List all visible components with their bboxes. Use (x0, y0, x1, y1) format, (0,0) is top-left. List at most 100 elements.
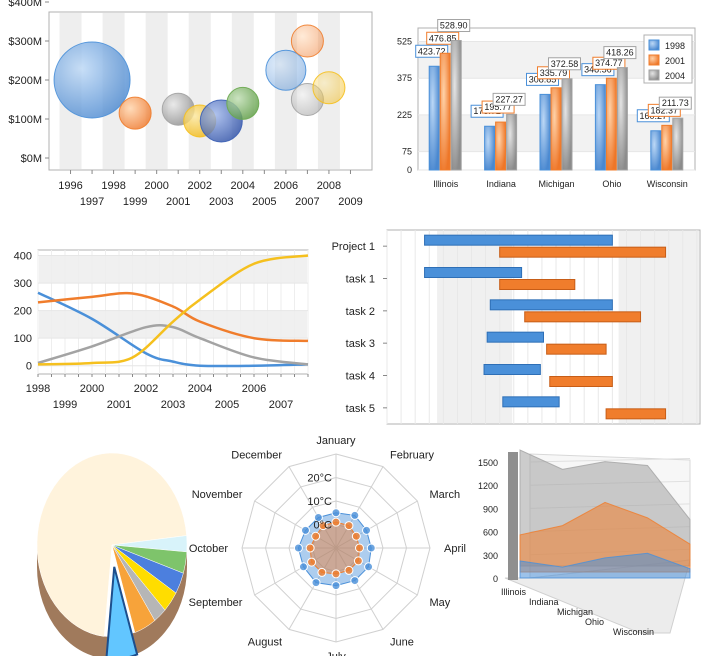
radar-axis-label: December (231, 449, 282, 461)
category-label: Michigan (538, 179, 574, 189)
radar-point (350, 576, 360, 586)
gantt-bar (486, 331, 545, 343)
x-tick-label: 2009 (338, 196, 362, 208)
bar (506, 113, 518, 171)
area-series (519, 552, 691, 579)
y-tick-label: 225 (397, 110, 412, 120)
y-tick-label: 1500 (478, 458, 498, 468)
y-tick-label: 100 (14, 333, 32, 345)
pie-side (37, 545, 187, 656)
x-tick-label: 2006 (242, 383, 266, 395)
bar (450, 40, 462, 171)
radar-axis-label: October (189, 543, 228, 555)
category-label: Indiana (486, 179, 516, 189)
data-label: 182.37 (651, 105, 679, 115)
data-label: 227.27 (495, 94, 523, 104)
data-label: 418.26 (606, 48, 634, 58)
bar (495, 121, 507, 171)
legend-label: 1998 (665, 41, 685, 51)
data-label-box (658, 96, 692, 110)
x-tick-label: 2001 (107, 399, 131, 411)
bar (672, 117, 684, 171)
radar-axis-label: July (326, 651, 346, 656)
data-label: 374.77 (595, 58, 623, 68)
y-tick-label: 75 (402, 147, 412, 157)
radar-point (355, 543, 364, 553)
radar-point (344, 521, 354, 531)
y-tick-label: 0 (493, 574, 498, 584)
category-label: Illinois (433, 179, 459, 189)
gantt-bar (489, 299, 613, 311)
gantt-bar (499, 246, 667, 258)
radar-point (331, 517, 341, 527)
y-tick-label: $400M (8, 0, 42, 9)
x-tick-label: 2002 (187, 180, 211, 192)
radar-point (331, 569, 341, 579)
radar-point (307, 557, 317, 567)
bubble (53, 41, 131, 119)
bar (439, 52, 451, 171)
radar-point (331, 581, 341, 591)
radar-axis-label: August (248, 637, 282, 649)
x-tick-label: 1998 (26, 383, 50, 395)
radar-axis-label: March (430, 489, 461, 501)
pie-slice (105, 566, 139, 656)
radar-point (317, 567, 327, 577)
radar-point (351, 531, 361, 541)
y-tick-label: $100M (8, 114, 42, 126)
series-line (37, 291, 309, 368)
bar (550, 87, 562, 171)
series-line (37, 291, 309, 343)
radar-spoke (335, 466, 384, 549)
data-label: 528.90 (440, 21, 468, 31)
task-label: task 5 (346, 403, 375, 415)
radar-point (344, 565, 354, 575)
bar (661, 124, 673, 171)
x-tick-label: 2003 (161, 399, 185, 411)
x-tick-label: 2005 (252, 196, 276, 208)
x-tick-label: 1999 (123, 196, 147, 208)
x-tick-label: 2002 (134, 383, 158, 395)
pie-slice (111, 544, 156, 633)
category-label: Ohio (602, 179, 621, 189)
radar-axis-label: January (316, 435, 356, 447)
series-line (37, 324, 309, 366)
gantt-chart: Project 1 task 1 task 2 task 3 task 4 task 5 (332, 229, 701, 425)
gantt-bar (605, 408, 667, 420)
gantt-bar (549, 376, 613, 387)
y-tick-label: 600 (483, 528, 498, 538)
radar-spoke (335, 547, 384, 630)
x-tick-label: 2001 (166, 196, 190, 208)
task-label: task 4 (346, 371, 375, 383)
radar-chart: January February March April May June July Augu… (189, 435, 466, 656)
category-label: Wisconsin (613, 627, 654, 637)
clustered-bar-chart: 0 75 225 375 525 Illinois 423.72 476.85 528.90 In… (397, 19, 696, 189)
radar-point (300, 525, 310, 535)
y-tick-label: 300 (14, 278, 32, 290)
bubble (265, 49, 307, 91)
radar-ring-label: 0°C (314, 520, 333, 532)
radar-point (298, 562, 308, 572)
x-tick-label: 1998 (101, 180, 125, 192)
y-tick-label: 400 (14, 251, 32, 263)
radar-axis-label: May (430, 597, 451, 609)
data-label-box (437, 19, 471, 33)
radar-axis-label: April (444, 543, 466, 555)
area-chart-3d: 0 300 600 900 1200 1500 IllinoisIndianaMichiga… (478, 449, 691, 637)
data-label: 308.85 (529, 74, 557, 84)
bubble (290, 24, 324, 58)
gantt-bar (502, 396, 560, 408)
y-tick-label: $200M (8, 75, 42, 87)
radar-spoke (254, 500, 337, 549)
y-tick-label: 900 (483, 504, 498, 514)
y-tick-label: 525 (397, 36, 412, 46)
legend-swatch (648, 39, 660, 51)
x-tick-label: 2000 (144, 180, 168, 192)
category-label: Michigan (557, 607, 593, 617)
x-tick-label: 1999 (53, 399, 77, 411)
category-label: Illinois (501, 587, 527, 597)
legend-label: 2001 (665, 56, 685, 66)
x-tick-label: 2005 (215, 399, 239, 411)
spline-line-chart: 0 100 200 300 400 1998 2000 2002 2004 2006 1999 200… (14, 249, 309, 411)
